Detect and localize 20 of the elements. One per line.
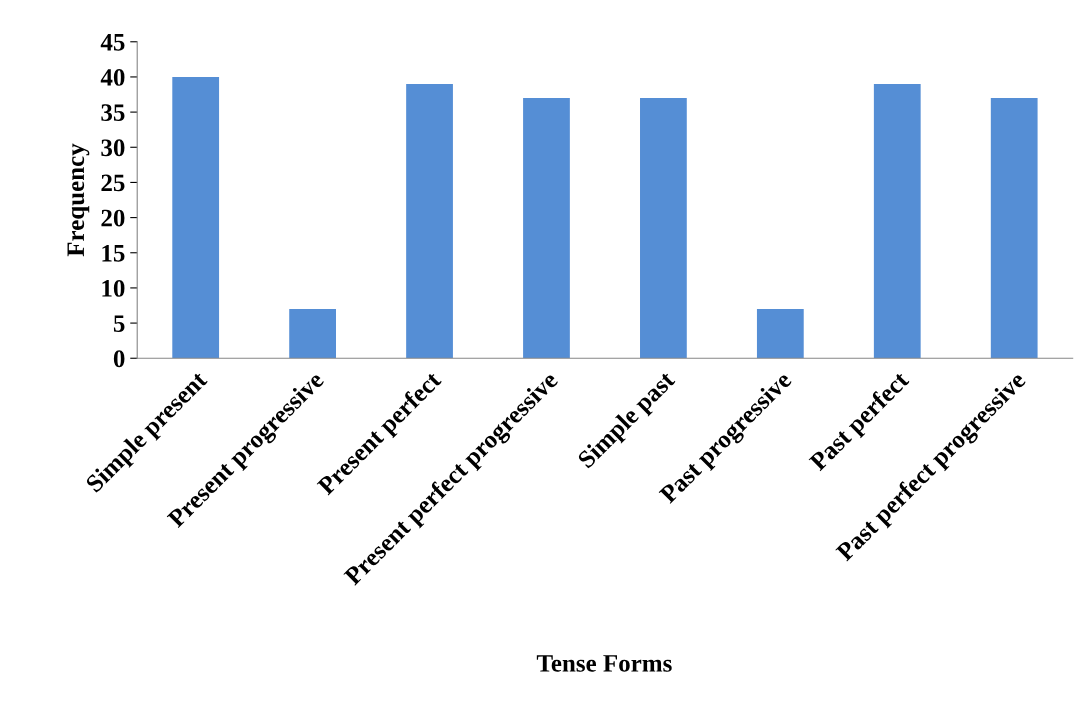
bar (406, 83, 453, 359)
y-tick-label: 30 (101, 139, 125, 157)
bar (990, 98, 1038, 359)
bar (756, 309, 804, 359)
bar (172, 76, 220, 359)
y-tick-label: 0 (113, 350, 125, 368)
y-tick-label: 25 (101, 174, 125, 192)
y-tick-label: 20 (101, 209, 125, 227)
y-tick-label: 45 (100, 33, 125, 51)
bar (640, 98, 687, 359)
y-tick-label: 40 (100, 68, 125, 86)
y-tick-label: 15 (102, 244, 125, 262)
x-axis-title: Tense Forms (536, 655, 672, 672)
y-tick-label: 35 (101, 104, 125, 122)
y-axis-title: Frequency (67, 143, 90, 257)
bar (523, 98, 570, 359)
y-tick-label: 5 (113, 315, 125, 332)
bar (873, 83, 921, 359)
bar (289, 309, 336, 359)
y-tick-label: 10 (102, 279, 125, 297)
